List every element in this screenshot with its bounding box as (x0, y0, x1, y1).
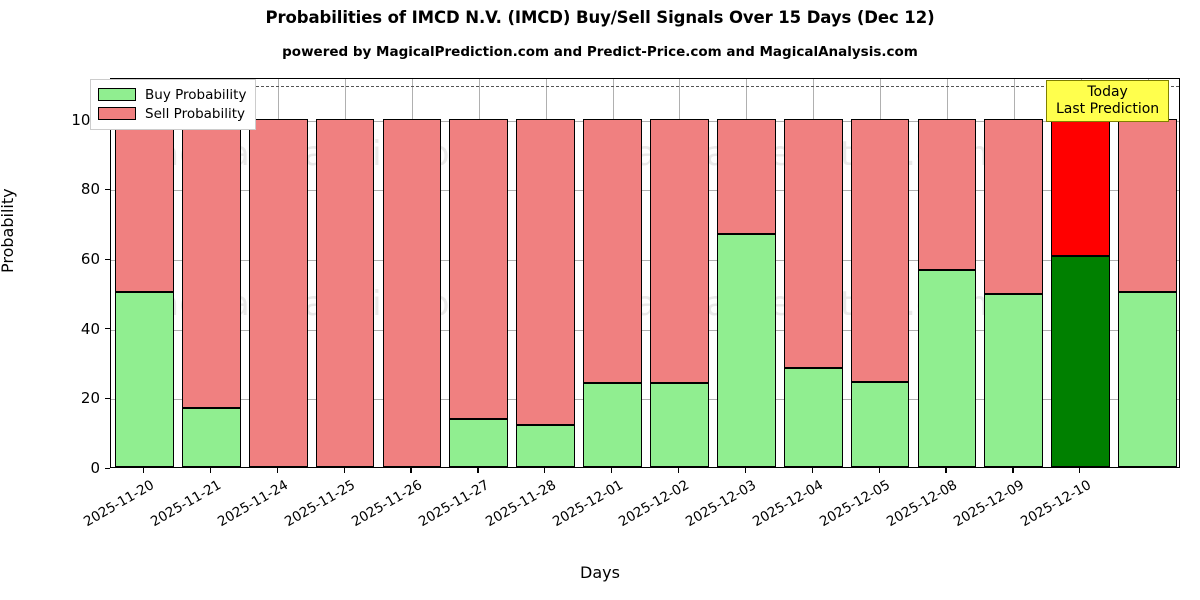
y-tick-mark (105, 258, 110, 260)
today-annotation: Today Last Prediction (1046, 80, 1170, 123)
x-tick-mark (142, 468, 145, 473)
y-axis-label: Probability (0, 188, 17, 273)
legend-label-sell: Sell Probability (145, 105, 246, 122)
bar-group[interactable] (716, 79, 776, 467)
y-tick-mark (105, 328, 110, 330)
bar-group[interactable] (449, 79, 509, 467)
bar-group[interactable] (984, 79, 1044, 467)
gridline-y (111, 190, 1179, 192)
bar-group[interactable] (181, 79, 241, 467)
legend-item-buy: Buy Probability (98, 85, 246, 104)
legend-label-buy: Buy Probability (145, 86, 247, 103)
bar-segment-buy[interactable] (1051, 255, 1111, 467)
x-tick-mark (343, 468, 345, 473)
y-tick-mark (105, 467, 110, 469)
reference-line (111, 85, 1179, 87)
bar-group[interactable] (115, 79, 174, 467)
legend-swatch-buy (98, 88, 136, 101)
bar-segment-sell[interactable] (115, 118, 174, 293)
bar-segment-buy[interactable] (650, 382, 709, 467)
bar-segment-sell[interactable] (449, 118, 509, 419)
today-annotation-line2: Last Prediction (1056, 100, 1160, 117)
bar-segment-sell[interactable] (315, 118, 375, 467)
x-tick-mark (276, 468, 278, 473)
y-tick-label: 0 (90, 459, 100, 477)
plot-area: MagicalAnalysis.comMagicalPrediction.com… (110, 78, 1180, 468)
y-tick-label: 20 (80, 389, 100, 408)
bar-segment-buy[interactable] (115, 292, 174, 467)
bar-segment-sell[interactable] (248, 118, 308, 467)
bar-group[interactable] (783, 79, 843, 467)
bar-segment-buy[interactable] (917, 270, 977, 467)
x-tick-mark (811, 468, 813, 473)
today-annotation-line1: Today (1087, 84, 1128, 100)
bar-segment-sell[interactable] (716, 118, 776, 234)
bar-segment-sell[interactable] (850, 118, 910, 383)
y-tick-label: 40 (80, 319, 100, 338)
y-tick-label: 60 (80, 250, 100, 269)
bar-group[interactable] (650, 79, 709, 467)
bar-segment-sell[interactable] (1051, 118, 1111, 256)
bar-segment-sell[interactable] (783, 118, 843, 369)
x-tick-mark (611, 468, 613, 473)
chart-subtitle: powered by MagicalPrediction.com and Pre… (282, 44, 918, 60)
x-tick-mark (878, 468, 880, 473)
bar-group[interactable] (315, 79, 375, 467)
bar-group[interactable] (382, 79, 442, 467)
bar-segment-buy[interactable] (583, 382, 642, 467)
bar-segment-sell[interactable] (984, 118, 1044, 295)
bar-segment-sell[interactable] (917, 118, 977, 271)
x-axis-label: Days (580, 563, 620, 582)
bar-segment-buy[interactable] (984, 294, 1044, 467)
gridline-y (111, 120, 1179, 122)
bar-segment-buy[interactable] (850, 382, 910, 467)
y-tick-mark (105, 397, 110, 400)
bar-group[interactable] (917, 79, 977, 467)
gridline-y (111, 260, 1179, 262)
bar-group[interactable] (850, 79, 910, 467)
chart-title: Probabilities of IMCD N.V. (IMCD) Buy/Se… (265, 8, 935, 27)
x-tick-mark (544, 468, 546, 473)
bar-segment-buy[interactable] (449, 418, 509, 467)
y-tick-mark (105, 188, 110, 191)
legend-item-sell: Sell Probability (98, 104, 246, 123)
bar-segment-buy[interactable] (181, 407, 241, 467)
bar-group[interactable] (1118, 79, 1177, 467)
bar-segment-sell[interactable] (516, 118, 576, 426)
x-tick-mark (1012, 468, 1014, 473)
x-tick-mark (410, 468, 412, 473)
bar-group[interactable] (248, 79, 308, 467)
bar-segment-sell[interactable] (181, 118, 241, 408)
x-tick-mark (744, 468, 746, 473)
x-tick-mark (945, 468, 947, 473)
gridline-y (111, 329, 1179, 331)
legend-swatch-sell (98, 107, 136, 120)
plot-inner: MagicalAnalysis.comMagicalPrediction.com… (111, 79, 1179, 467)
bar-segment-sell[interactable] (382, 118, 442, 467)
chart-legend: Buy Probability Sell Probability (90, 79, 257, 130)
bar-segment-sell[interactable] (1118, 118, 1177, 292)
bar-group[interactable] (583, 79, 642, 467)
bar-segment-buy[interactable] (1118, 291, 1177, 467)
bar-segment-sell[interactable] (583, 118, 642, 383)
y-tick-label: 80 (80, 180, 100, 199)
bar-segment-buy[interactable] (716, 233, 776, 467)
x-tick-mark (209, 468, 211, 473)
bar-group[interactable] (516, 79, 576, 467)
bar-group[interactable] (1051, 79, 1111, 467)
gridline-y (111, 399, 1179, 401)
bar-segment-sell[interactable] (650, 118, 709, 383)
bar-segment-buy[interactable] (783, 368, 843, 467)
x-tick-mark (477, 468, 479, 473)
bar-segment-buy[interactable] (516, 425, 576, 467)
x-tick-mark (677, 468, 680, 473)
x-tick-mark (1079, 468, 1081, 473)
